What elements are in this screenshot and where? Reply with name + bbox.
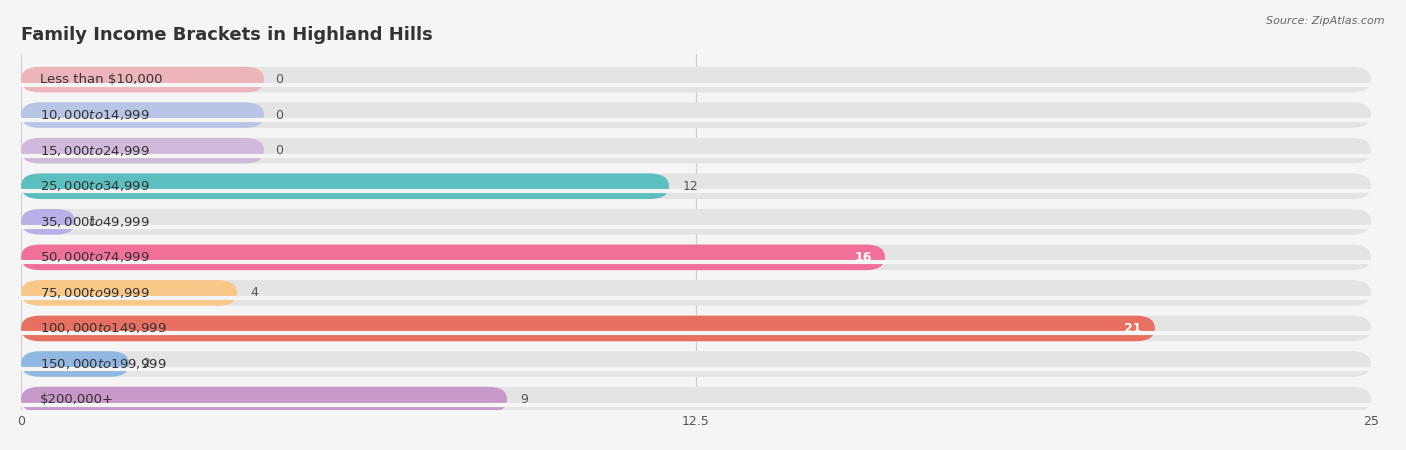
FancyBboxPatch shape [21,351,129,377]
FancyBboxPatch shape [21,138,264,163]
FancyBboxPatch shape [21,387,508,412]
Text: $35,000 to $49,999: $35,000 to $49,999 [39,215,149,229]
Text: Family Income Brackets in Highland Hills: Family Income Brackets in Highland Hills [21,26,433,44]
FancyBboxPatch shape [21,315,1371,341]
Text: $200,000+: $200,000+ [39,393,114,406]
FancyBboxPatch shape [21,244,1371,270]
Text: $10,000 to $14,999: $10,000 to $14,999 [39,108,149,122]
Text: Less than $10,000: Less than $10,000 [39,73,163,86]
FancyBboxPatch shape [21,244,884,270]
FancyBboxPatch shape [21,280,1371,306]
Text: 0: 0 [274,144,283,157]
FancyBboxPatch shape [21,138,1371,163]
FancyBboxPatch shape [21,102,1371,128]
FancyBboxPatch shape [21,67,264,92]
Text: 9: 9 [520,393,529,406]
Text: $15,000 to $24,999: $15,000 to $24,999 [39,144,149,158]
FancyBboxPatch shape [21,102,264,128]
FancyBboxPatch shape [21,67,1371,92]
Text: Source: ZipAtlas.com: Source: ZipAtlas.com [1267,16,1385,26]
FancyBboxPatch shape [21,209,1371,234]
Text: 21: 21 [1123,322,1142,335]
Text: $150,000 to $199,999: $150,000 to $199,999 [39,357,166,371]
FancyBboxPatch shape [21,315,1154,341]
Text: 16: 16 [853,251,872,264]
Text: 12: 12 [682,180,699,193]
Text: 4: 4 [250,286,259,299]
FancyBboxPatch shape [21,173,669,199]
Text: $75,000 to $99,999: $75,000 to $99,999 [39,286,149,300]
FancyBboxPatch shape [21,280,238,306]
FancyBboxPatch shape [21,173,1371,199]
Text: $50,000 to $74,999: $50,000 to $74,999 [39,250,149,264]
FancyBboxPatch shape [21,209,75,234]
Text: 0: 0 [274,73,283,86]
Text: 1: 1 [89,215,97,228]
Text: $25,000 to $34,999: $25,000 to $34,999 [39,179,149,193]
FancyBboxPatch shape [21,387,1371,412]
Text: 2: 2 [142,357,150,370]
Text: 0: 0 [274,108,283,122]
Text: $100,000 to $149,999: $100,000 to $149,999 [39,321,166,335]
FancyBboxPatch shape [21,351,1371,377]
